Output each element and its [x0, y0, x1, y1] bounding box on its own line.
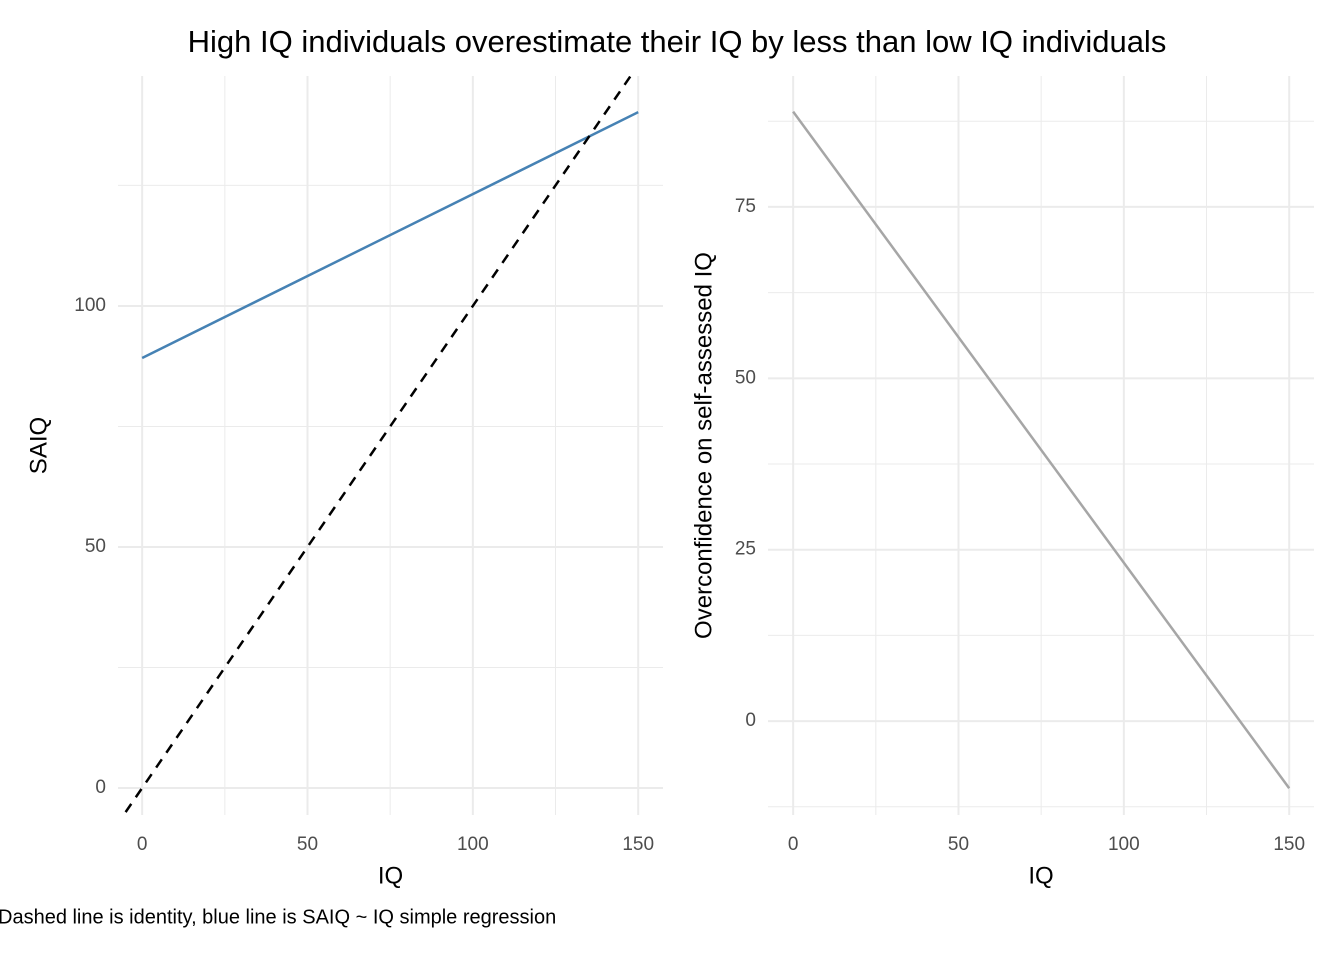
- x-axis-title: IQ: [378, 862, 403, 889]
- x-tick-label: 0: [788, 834, 799, 855]
- y-tick-label: 25: [735, 539, 756, 560]
- line: [124, 76, 633, 813]
- y-tick-label: 100: [74, 295, 106, 316]
- y-tick-label: 0: [745, 710, 756, 731]
- plot-area: [124, 76, 639, 813]
- x-tick-label: 50: [948, 834, 969, 855]
- line: [141, 111, 639, 360]
- line: [792, 110, 1291, 790]
- chart-title: High IQ individuals overestimate their I…: [188, 24, 1167, 59]
- y-tick-label: 50: [85, 536, 106, 557]
- x-tick-label: 100: [457, 834, 489, 855]
- x-tick-label: 150: [1273, 834, 1305, 855]
- plot-area: [792, 110, 1291, 790]
- y-tick-label: 0: [95, 777, 106, 798]
- x-axis-title: IQ: [1028, 862, 1053, 889]
- y-axis-title: Overconfidence on self-assessed IQ: [690, 252, 717, 639]
- x-tick-label: 0: [137, 834, 148, 855]
- x-tick-label: 150: [622, 834, 654, 855]
- y-axis-title: SAIQ: [25, 417, 52, 474]
- x-tick-label: 50: [297, 834, 318, 855]
- x-tick-label: 100: [1108, 834, 1140, 855]
- caption: Dashed line is identity, blue line is SA…: [0, 906, 556, 928]
- y-tick-label: 75: [735, 196, 756, 217]
- y-tick-label: 50: [735, 367, 756, 388]
